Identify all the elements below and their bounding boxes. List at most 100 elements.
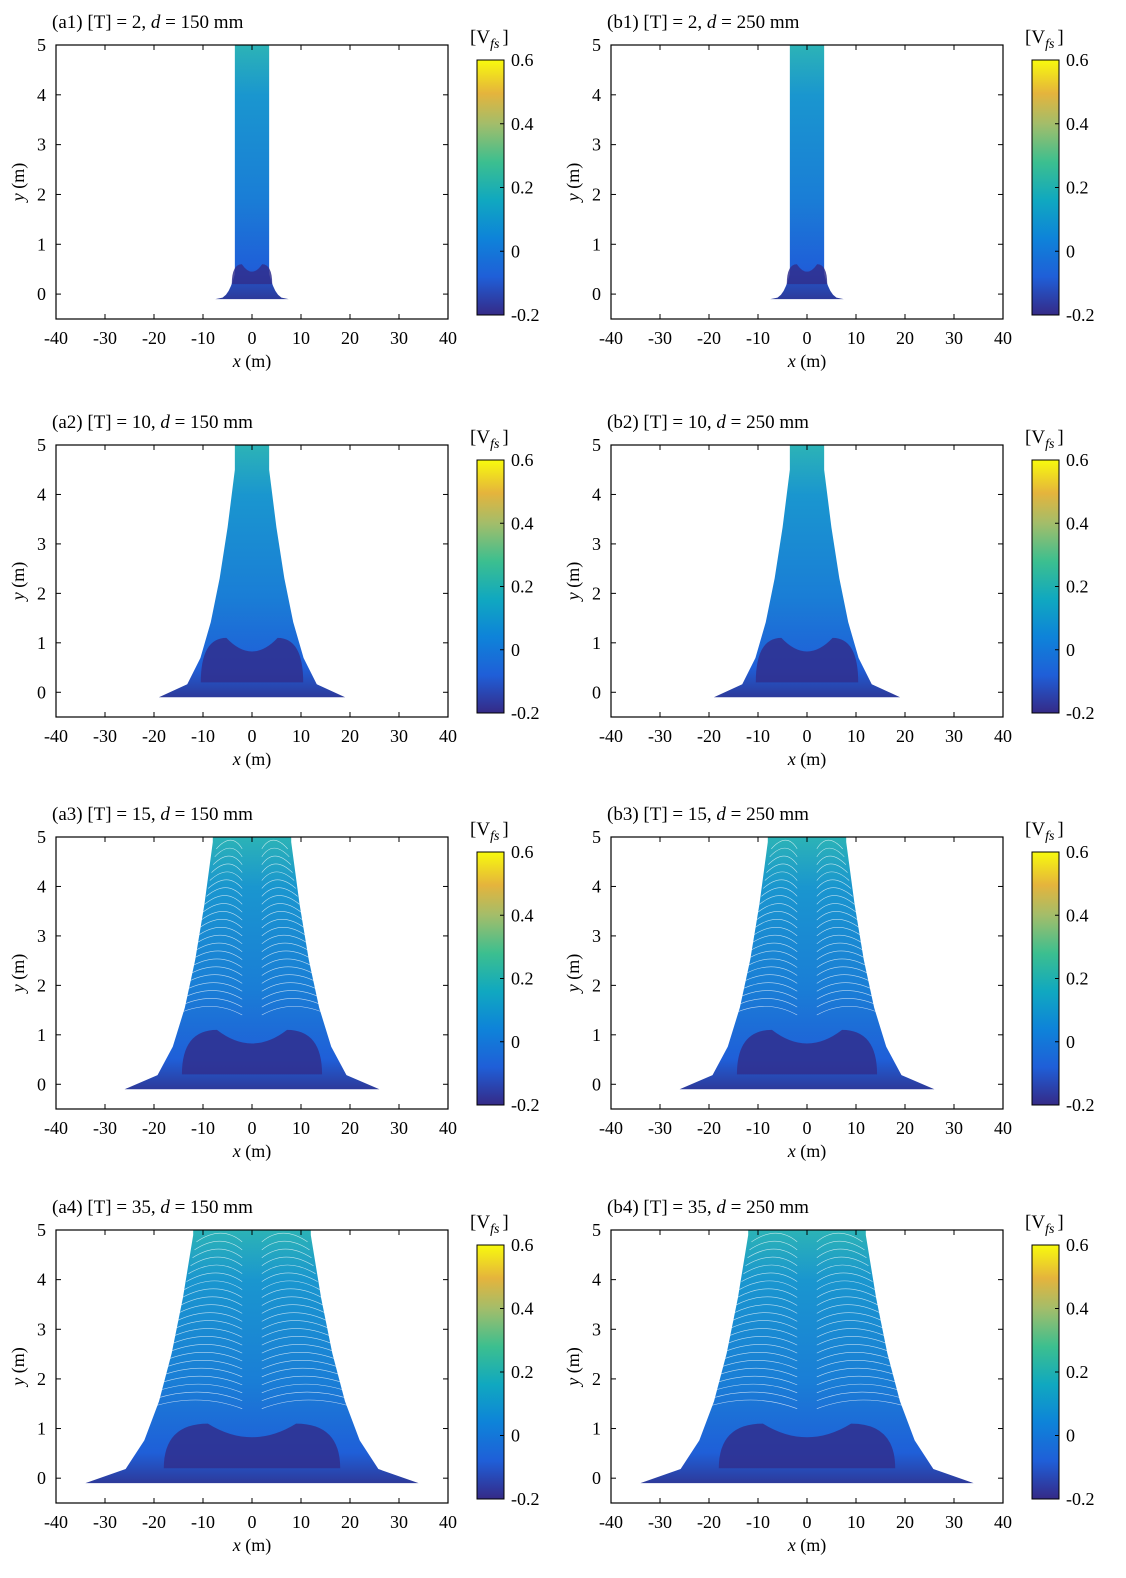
x-tick-label: 20 (341, 1118, 359, 1138)
y-axis-label: y (m) (563, 1347, 584, 1388)
x-tick-label: 0 (803, 1118, 812, 1138)
colorbar-tick-label: 0 (511, 241, 520, 261)
x-axis-label: x (m) (787, 749, 827, 770)
y-tick-label: 4 (592, 85, 601, 105)
colorbar-tick-label: 0.6 (511, 1235, 534, 1255)
x-axis-var: x (787, 351, 796, 371)
x-tick-label: -40 (44, 328, 68, 348)
x-tick-label: -20 (697, 1512, 721, 1532)
x-tick-label: 40 (994, 328, 1012, 348)
y-tick-label: 4 (592, 484, 601, 504)
x-tick-label: 30 (945, 1118, 963, 1138)
y-tick-label: 2 (37, 184, 46, 204)
panel-title-prefix: (a3) [T] = 15, (52, 804, 160, 825)
colorbar (1032, 60, 1059, 315)
colorbar-label-main: [V (470, 1212, 490, 1233)
colorbar-tick-label: 0.4 (511, 513, 534, 533)
colorbar-tick-label: -0.2 (511, 1489, 540, 1509)
x-tick-label: -40 (599, 726, 623, 746)
x-tick-label: -10 (746, 328, 770, 348)
y-axis-label: y (m) (8, 163, 29, 204)
x-axis-label: x (m) (787, 1141, 827, 1162)
colorbar-label: [Vfs] (470, 819, 509, 844)
x-tick-label: 20 (896, 726, 914, 746)
panel-title-d: d (716, 1197, 726, 1218)
colorbar-label-close: ] (1057, 27, 1063, 48)
x-axis-var: x (787, 749, 796, 769)
y-tick-label: 1 (37, 234, 46, 254)
x-tick-label: 0 (248, 726, 257, 746)
colorbar-tick-label: 0.6 (511, 450, 534, 470)
panel-title-prefix: (b1) [T] = 2, (607, 12, 707, 33)
panel-title-suffix: = 250 mm (726, 804, 809, 825)
y-tick-label: 3 (592, 534, 601, 554)
y-tick-label: 3 (592, 135, 601, 155)
x-tick-label: 20 (341, 1512, 359, 1532)
x-tick-label: 40 (994, 1118, 1012, 1138)
x-tick-label: -40 (44, 1118, 68, 1138)
y-tick-label: 1 (592, 234, 601, 254)
x-tick-label: 40 (439, 328, 457, 348)
x-tick-label: -40 (44, 726, 68, 746)
y-tick-label: 1 (592, 1025, 601, 1045)
y-axis-unit: (m) (8, 1347, 29, 1378)
colorbar-tick-label: 0 (511, 1032, 520, 1052)
colorbar-label-main: [V (470, 819, 490, 840)
y-tick-label: 5 (592, 35, 601, 55)
colorbar-tick-label: 0.2 (1066, 969, 1089, 989)
x-tick-label: -10 (191, 1512, 215, 1532)
y-axis-var: y (8, 193, 28, 203)
x-tick-label: -20 (142, 1118, 166, 1138)
panel-a3: (a3) [T] = 15, d = 150 mm-40 -30 -20 -10 0 10… (8, 804, 540, 1162)
x-tick-label: -20 (142, 1512, 166, 1532)
colorbar-label-close: ] (1057, 427, 1063, 448)
colorbar-tick-label: 0.2 (511, 577, 534, 597)
y-tick-label: 1 (37, 1025, 46, 1045)
panel-title-suffix: = 250 mm (726, 412, 809, 433)
panel-title-d: d (151, 12, 161, 33)
y-axis-var: y (563, 592, 583, 602)
x-axis-label: x (m) (232, 351, 272, 372)
x-tick-label: -40 (599, 1118, 623, 1138)
colorbar-tick-label: -0.2 (1066, 1489, 1095, 1509)
colorbar-label: [Vfs] (1025, 427, 1064, 452)
x-tick-label: -30 (93, 1118, 117, 1138)
y-axis-unit: (m) (8, 163, 29, 194)
y-tick-label: 2 (37, 583, 46, 603)
x-tick-label: -30 (648, 726, 672, 746)
y-axis-var: y (8, 984, 28, 994)
colorbar-tick-label: 0.6 (511, 842, 534, 862)
panel-title-b1: (b1) [T] = 2, d = 250 mm (607, 12, 800, 33)
y-axis-var: y (563, 984, 583, 994)
colorbar-tick-label: 0.6 (1066, 50, 1089, 70)
x-tick-label: 40 (439, 1512, 457, 1532)
x-axis-var: x (787, 1535, 796, 1555)
x-axis-unit: (m) (796, 351, 827, 372)
y-axis-unit: (m) (563, 954, 584, 985)
colorbar-label-sub: fs (490, 1222, 500, 1237)
panel-b4: (b4) [T] = 35, d = 250 mm-40 -30 -20 -10 0 10… (563, 1197, 1095, 1556)
x-axis-label: x (m) (232, 1535, 272, 1556)
x-tick-label: -40 (599, 328, 623, 348)
x-tick-label: -20 (142, 726, 166, 746)
x-tick-label: -30 (648, 1512, 672, 1532)
y-tick-label: 3 (592, 926, 601, 946)
y-tick-label: 2 (592, 184, 601, 204)
colorbar-tick-label: 0.6 (1066, 1235, 1089, 1255)
x-tick-label: -20 (697, 328, 721, 348)
colorbar-tick-label: 0 (1066, 241, 1075, 261)
colorbar-tick-label: 0.2 (511, 969, 534, 989)
x-tick-label: -10 (191, 1118, 215, 1138)
x-tick-label: -20 (697, 726, 721, 746)
x-axis-var: x (787, 1141, 796, 1161)
colorbar-label-close: ] (502, 1212, 508, 1233)
y-axis-var: y (563, 193, 583, 203)
y-tick-label: 3 (37, 926, 46, 946)
panel-title-b3: (b3) [T] = 15, d = 250 mm (607, 804, 809, 825)
y-tick-label: 3 (37, 135, 46, 155)
panel-title-prefix: (b3) [T] = 15, (607, 804, 716, 825)
x-tick-label: 10 (292, 328, 310, 348)
panel-b3: (b3) [T] = 15, d = 250 mm-40 -30 -20 -10 0 10… (563, 804, 1095, 1162)
